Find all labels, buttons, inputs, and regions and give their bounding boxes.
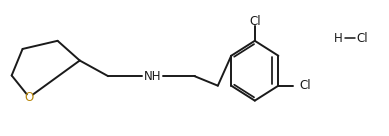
Text: Cl: Cl [356,32,368,45]
Text: H: H [334,32,343,45]
Text: O: O [25,91,34,104]
Text: NH: NH [144,70,161,83]
Text: Cl: Cl [299,79,311,92]
Text: Cl: Cl [249,15,261,28]
